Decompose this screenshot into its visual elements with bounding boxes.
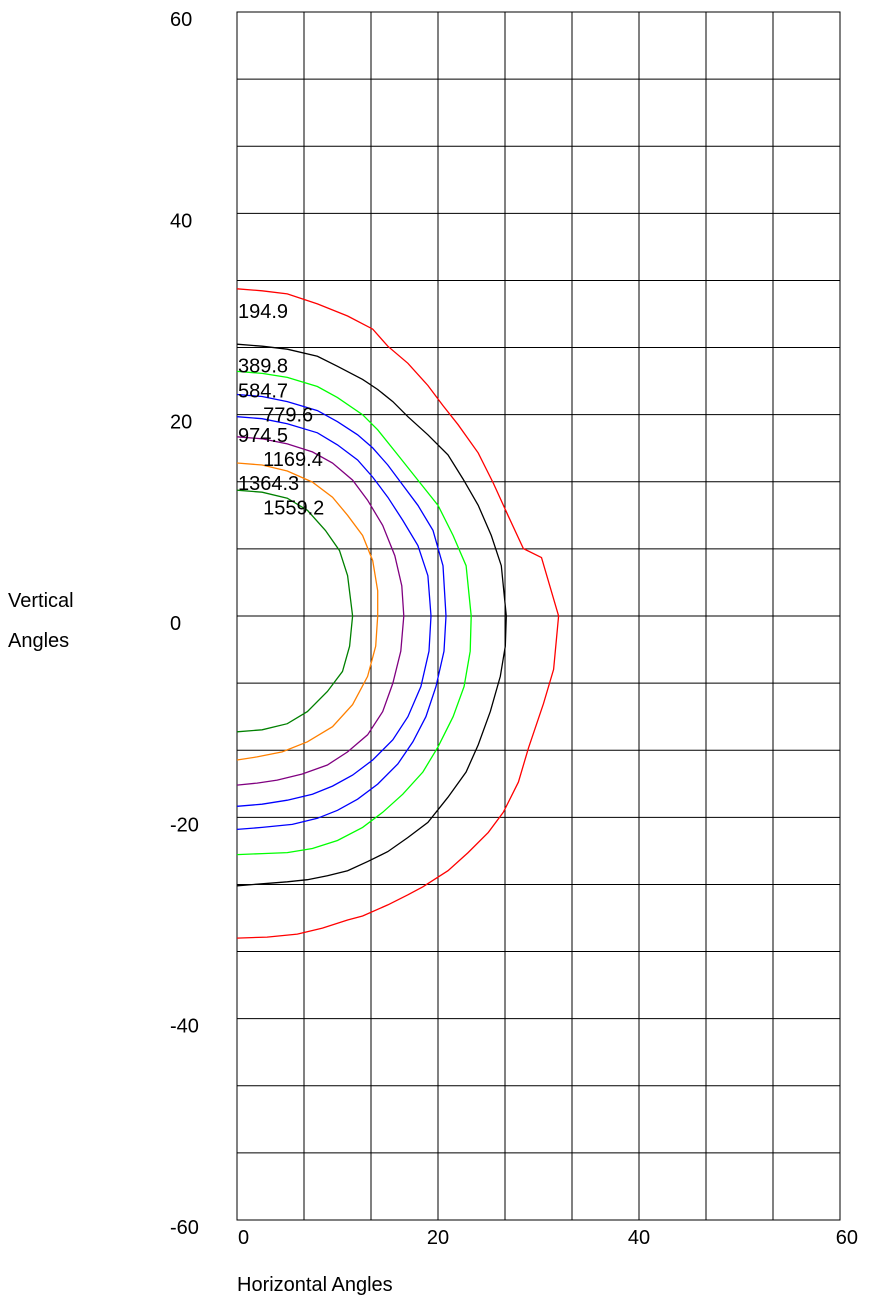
x-tick-label: 20 bbox=[427, 1227, 449, 1249]
contour-label-194.9: 194.9 bbox=[238, 301, 288, 323]
y-tick-label: -20 bbox=[170, 814, 199, 836]
contour-label-1169.4: 1169.4 bbox=[263, 449, 323, 471]
contour-line-1364.3 bbox=[236, 462, 379, 761]
contour-label-389.8: 389.8 bbox=[238, 355, 288, 377]
contour-lines bbox=[236, 288, 560, 939]
contour-line-1559.2 bbox=[236, 489, 354, 733]
y-tick-label: 0 bbox=[170, 613, 181, 635]
contour-line-584.7 bbox=[236, 370, 472, 856]
contour-line-779.6 bbox=[236, 393, 447, 831]
y-tick-label: 40 bbox=[170, 210, 192, 232]
x-tick-label: 0 bbox=[238, 1227, 249, 1249]
grid-lines bbox=[236, 11, 841, 1221]
x-tick-labels: 0 20 40 60 bbox=[238, 1227, 858, 1249]
contour-line-1169.4 bbox=[236, 436, 405, 786]
y-tick-labels: 60 40 20 0 -20 -40 -60 bbox=[170, 9, 199, 1239]
contour-label-1559.2: 1559.2 bbox=[263, 497, 324, 519]
y-tick-label: -60 bbox=[170, 1217, 199, 1239]
contour-label-974.5: 974.5 bbox=[238, 425, 288, 447]
contour-label-584.7: 584.7 bbox=[238, 381, 288, 403]
contour-labels: 194.9 389.8 584.7779.6974.51169.41364.3155… bbox=[238, 301, 324, 519]
contour-label-779.6: 779.6 bbox=[263, 405, 313, 427]
x-tick-label: 40 bbox=[628, 1227, 650, 1249]
contour-line-194.9 bbox=[236, 288, 560, 939]
x-tick-label: 60 bbox=[836, 1227, 858, 1249]
contour-line-974.5 bbox=[236, 416, 432, 807]
x-axis-label: Horizontal Angles bbox=[237, 1274, 393, 1296]
contour-label-1364.3: 1364.3 bbox=[238, 473, 299, 495]
y-tick-label: 20 bbox=[170, 412, 192, 434]
y-axis-label-line-2: Angles bbox=[8, 630, 69, 652]
contour-line-389.8 bbox=[236, 343, 507, 887]
y-axis-label-line-1: Vertical bbox=[8, 590, 74, 612]
y-tick-label: -40 bbox=[170, 1016, 199, 1038]
y-tick-label: 60 bbox=[170, 9, 192, 31]
